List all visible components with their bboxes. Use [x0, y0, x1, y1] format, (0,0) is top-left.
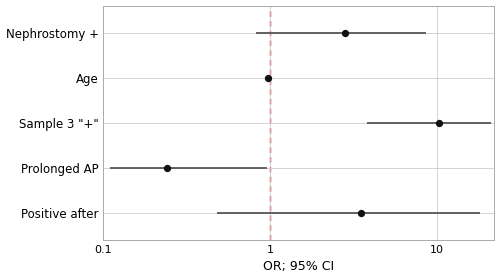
- Point: [264, 75, 272, 80]
- Point: [357, 211, 365, 215]
- X-axis label: OR; 95% CI: OR; 95% CI: [264, 260, 334, 273]
- Point: [341, 30, 349, 35]
- Point: [163, 166, 171, 170]
- Point: [434, 121, 442, 125]
